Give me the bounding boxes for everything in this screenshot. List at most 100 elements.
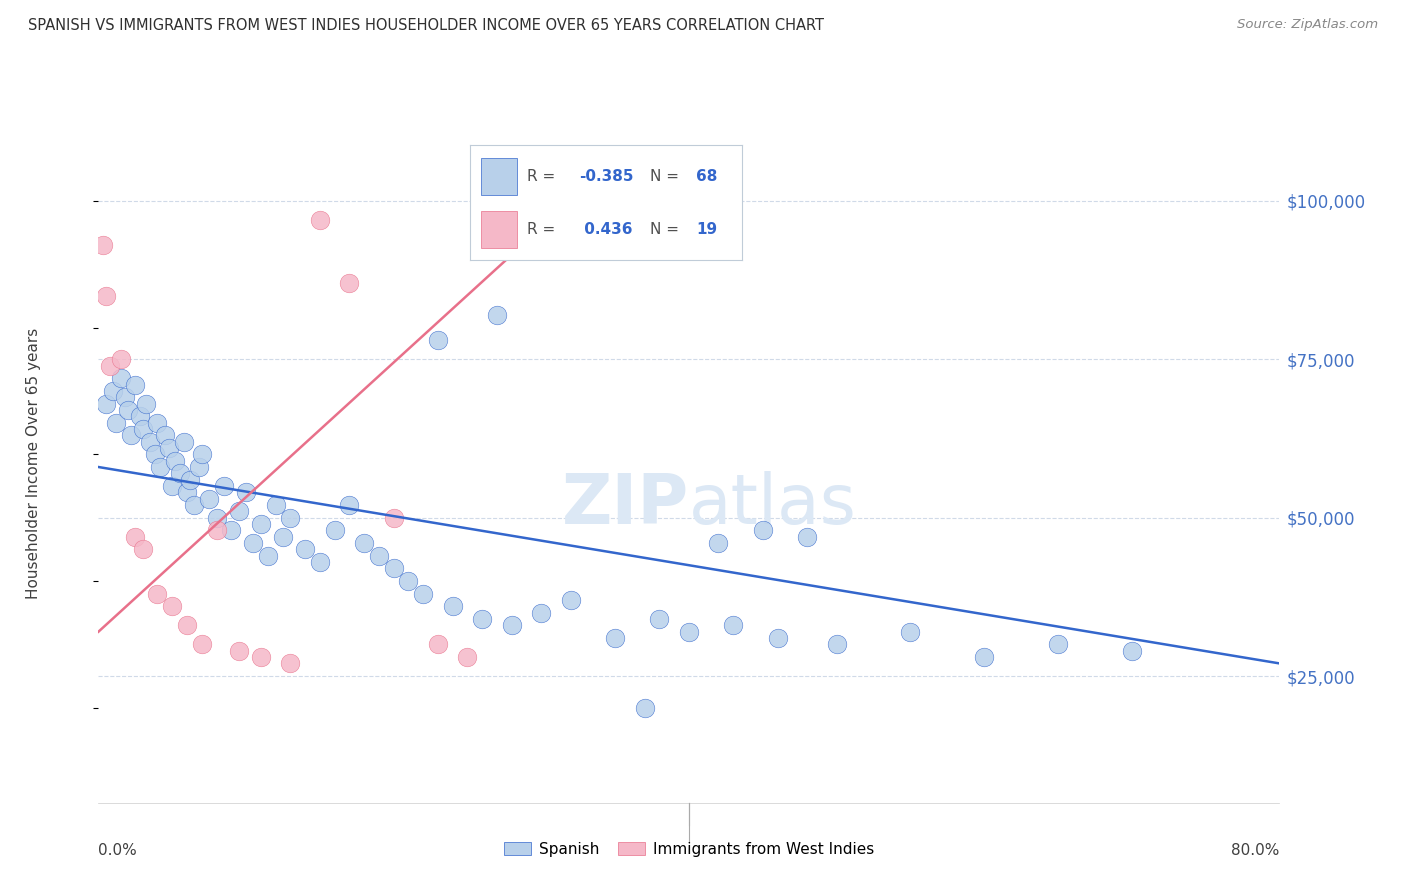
- Point: [368, 549, 391, 563]
- Point: [103, 384, 125, 398]
- Point: [501, 618, 523, 632]
- Point: [1121, 644, 1143, 658]
- Point: [309, 213, 332, 227]
- Point: [149, 460, 172, 475]
- Point: [441, 599, 464, 614]
- Point: [678, 624, 700, 639]
- Point: [162, 599, 183, 614]
- Point: [707, 536, 730, 550]
- Point: [633, 700, 655, 714]
- Bar: [481, 211, 516, 248]
- Point: [139, 434, 162, 449]
- Point: [456, 650, 478, 665]
- Point: [486, 308, 509, 322]
- Point: [132, 542, 155, 557]
- Point: [723, 618, 745, 632]
- Text: 19: 19: [696, 222, 717, 237]
- Point: [278, 657, 302, 671]
- Text: Householder Income Over 65 years: Householder Income Over 65 years: [25, 328, 41, 599]
- Point: [120, 428, 142, 442]
- Point: [412, 587, 434, 601]
- Point: [98, 359, 121, 373]
- Point: [228, 504, 250, 518]
- Point: [250, 650, 273, 665]
- Point: [91, 238, 114, 252]
- Point: [132, 422, 155, 436]
- Point: [235, 485, 257, 500]
- Point: [605, 631, 627, 645]
- Point: [382, 561, 405, 575]
- Point: [179, 473, 201, 487]
- Point: [427, 637, 450, 651]
- Point: [198, 491, 221, 506]
- Point: [396, 574, 419, 588]
- Point: [257, 549, 280, 563]
- Text: R =: R =: [527, 222, 555, 237]
- Point: [560, 593, 582, 607]
- Point: [153, 428, 176, 442]
- Point: [825, 637, 848, 651]
- Point: [143, 447, 166, 461]
- Text: 68: 68: [696, 169, 717, 184]
- Point: [271, 530, 294, 544]
- Legend: Spanish, Immigrants from West Indies: Spanish, Immigrants from West Indies: [498, 836, 880, 863]
- Point: [242, 536, 264, 550]
- Point: [146, 416, 169, 430]
- Text: R =: R =: [527, 169, 555, 184]
- Point: [176, 618, 198, 632]
- Point: [309, 555, 332, 569]
- Point: [169, 467, 191, 481]
- Point: [157, 441, 180, 455]
- Point: [105, 416, 128, 430]
- Point: [146, 587, 169, 601]
- Point: [766, 631, 789, 645]
- Bar: [481, 158, 516, 194]
- Point: [191, 447, 214, 461]
- Point: [110, 371, 132, 385]
- Point: [173, 434, 195, 449]
- Point: [530, 606, 553, 620]
- Point: [294, 542, 316, 557]
- Point: [353, 536, 375, 550]
- Point: [94, 289, 117, 303]
- Point: [110, 352, 132, 367]
- Point: [114, 390, 136, 404]
- Point: [212, 479, 235, 493]
- Point: [1046, 637, 1069, 651]
- Point: [278, 510, 302, 524]
- Point: [205, 524, 228, 538]
- Text: atlas: atlas: [689, 471, 856, 538]
- Point: [117, 403, 139, 417]
- Point: [162, 479, 183, 493]
- Point: [648, 612, 671, 626]
- Point: [900, 624, 922, 639]
- Point: [973, 650, 995, 665]
- Point: [751, 524, 773, 538]
- Point: [135, 397, 157, 411]
- Point: [176, 485, 198, 500]
- Text: 0.0%: 0.0%: [98, 844, 138, 858]
- Point: [221, 524, 243, 538]
- Point: [427, 333, 450, 347]
- Point: [124, 377, 146, 392]
- Text: 80.0%: 80.0%: [1232, 844, 1279, 858]
- Point: [382, 510, 405, 524]
- Point: [323, 524, 346, 538]
- Point: [205, 510, 228, 524]
- Text: N =: N =: [650, 169, 679, 184]
- Point: [471, 612, 494, 626]
- Point: [796, 530, 818, 544]
- Text: N =: N =: [650, 222, 679, 237]
- Point: [94, 397, 117, 411]
- Text: -0.385: -0.385: [579, 169, 634, 184]
- Point: [264, 498, 287, 512]
- Point: [228, 644, 250, 658]
- Point: [128, 409, 150, 424]
- Point: [250, 516, 273, 531]
- Text: 0.436: 0.436: [579, 222, 633, 237]
- Text: Source: ZipAtlas.com: Source: ZipAtlas.com: [1237, 18, 1378, 31]
- Point: [124, 530, 146, 544]
- Point: [187, 460, 209, 475]
- Point: [191, 637, 214, 651]
- Point: [339, 498, 360, 512]
